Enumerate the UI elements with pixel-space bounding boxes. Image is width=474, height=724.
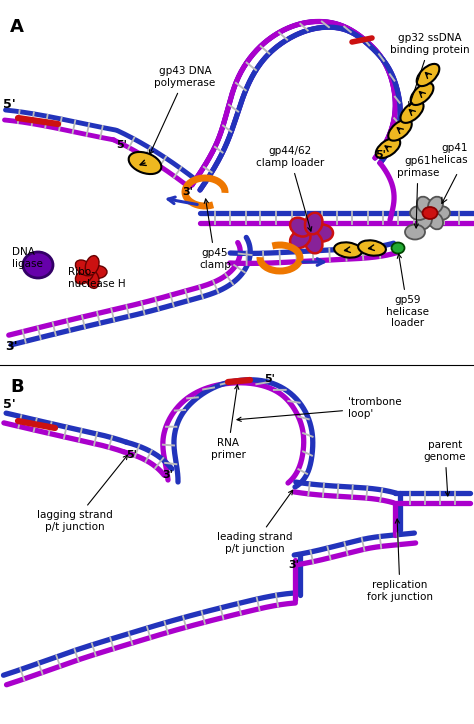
Ellipse shape [417,212,432,230]
Text: 3': 3' [182,187,193,197]
Ellipse shape [85,269,99,288]
Ellipse shape [358,240,386,256]
Ellipse shape [405,224,425,240]
Text: Ribo-
nuclease H: Ribo- nuclease H [68,267,126,289]
Ellipse shape [305,213,322,235]
Text: 5': 5' [3,398,16,411]
Ellipse shape [417,197,432,214]
Ellipse shape [422,207,438,219]
Ellipse shape [23,252,53,278]
Text: replication
fork junction: replication fork junction [367,519,433,602]
Ellipse shape [401,101,424,123]
Text: RNA
primer: RNA primer [210,385,246,460]
Text: gp59
helicase
loader: gp59 helicase loader [386,254,429,328]
Text: gp43 DNA
polymerase: gp43 DNA polymerase [149,67,216,154]
Ellipse shape [290,218,310,237]
Text: lagging strand
p/t junction: lagging strand p/t junction [37,455,128,531]
Text: 3': 3' [288,560,299,570]
Text: A: A [10,18,24,36]
Text: 5': 5' [3,98,16,111]
Ellipse shape [392,243,404,253]
Ellipse shape [128,152,161,174]
Ellipse shape [334,243,362,258]
Ellipse shape [410,206,428,220]
Text: 'trombone
loop': 'trombone loop' [237,397,401,421]
Ellipse shape [432,206,450,220]
Ellipse shape [75,260,93,276]
Text: 5': 5' [264,374,275,384]
Text: 5': 5' [126,450,137,460]
Text: leading strand
p/t junction: leading strand p/t junction [217,490,293,554]
Ellipse shape [388,119,412,140]
Ellipse shape [75,268,93,284]
Ellipse shape [428,212,443,230]
Text: gp44/62
clamp loader: gp44/62 clamp loader [256,146,324,231]
Ellipse shape [410,83,433,105]
Ellipse shape [417,64,439,86]
Ellipse shape [376,138,400,158]
Ellipse shape [311,224,333,242]
Text: gp32 ssDNA
binding protein: gp32 ssDNA binding protein [390,33,470,106]
Ellipse shape [428,197,443,214]
Text: gp41
helicas: gp41 helicas [431,143,468,165]
Text: 3': 3' [5,340,18,353]
Text: gp61
primase: gp61 primase [397,156,439,228]
Text: DNA
ligase: DNA ligase [12,247,43,269]
Text: 5': 5' [375,150,386,160]
Text: gp45
clamp: gp45 clamp [199,199,231,269]
Text: B: B [10,378,24,396]
Ellipse shape [305,232,322,253]
Text: 3': 3' [162,470,173,480]
Ellipse shape [87,266,107,279]
Ellipse shape [85,256,99,275]
Ellipse shape [290,230,310,248]
Text: 5': 5' [116,140,127,150]
Text: parent
genome: parent genome [424,440,466,496]
